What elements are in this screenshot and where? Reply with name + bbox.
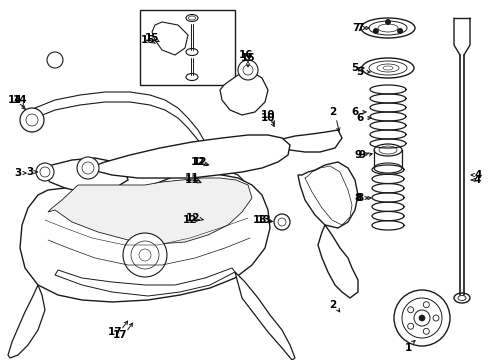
Text: 8: 8 [356,193,364,203]
Polygon shape [20,172,270,302]
Text: 2: 2 [329,300,337,310]
Circle shape [47,52,63,68]
Circle shape [209,159,227,177]
Ellipse shape [361,18,415,38]
Circle shape [208,218,212,222]
Text: 6: 6 [351,107,359,117]
Text: 9: 9 [359,150,366,160]
Circle shape [238,60,258,80]
Circle shape [216,166,220,170]
Text: 4: 4 [474,170,482,180]
Text: 10: 10 [261,113,275,123]
Text: 15: 15 [141,35,155,45]
Bar [140,10,235,85]
Polygon shape [8,285,45,358]
Polygon shape [78,135,290,178]
Circle shape [397,28,403,34]
Polygon shape [220,72,268,115]
Text: 8: 8 [354,193,362,203]
Circle shape [77,157,99,179]
Text: 2: 2 [329,107,337,117]
Text: 6: 6 [356,113,364,123]
Circle shape [20,108,44,132]
Circle shape [258,136,278,156]
Polygon shape [235,272,295,360]
Ellipse shape [186,14,198,22]
Ellipse shape [186,49,198,55]
Text: 7: 7 [356,23,364,33]
Ellipse shape [186,73,198,81]
Text: 7: 7 [352,23,360,33]
Text: 12: 12 [191,157,205,167]
Text: 16: 16 [239,50,253,60]
Text: 17: 17 [108,327,122,337]
Circle shape [419,315,425,321]
Polygon shape [298,162,358,228]
Text: 1: 1 [404,343,412,353]
Text: 16: 16 [241,53,255,63]
Polygon shape [265,130,342,152]
Polygon shape [195,170,248,198]
Text: 12: 12 [193,157,207,167]
Text: 14: 14 [13,95,27,105]
Circle shape [201,211,219,229]
Text: 13: 13 [253,215,267,225]
Text: 5: 5 [356,67,364,77]
Circle shape [394,290,450,346]
Ellipse shape [362,58,414,78]
Ellipse shape [454,293,470,303]
Text: 12: 12 [186,213,200,223]
Text: 5: 5 [351,63,359,73]
Circle shape [373,28,379,34]
Polygon shape [38,158,128,192]
Text: 12: 12 [183,215,197,225]
Circle shape [36,163,54,181]
Text: 11: 11 [185,173,199,183]
Text: 15: 15 [145,33,159,43]
Text: 11: 11 [185,175,199,185]
Text: 13: 13 [257,215,271,225]
Text: 17: 17 [113,330,127,340]
Circle shape [385,19,391,25]
Text: 10: 10 [261,110,275,120]
Polygon shape [55,268,235,296]
Text: 4: 4 [473,175,481,185]
Ellipse shape [374,144,402,156]
Polygon shape [48,178,252,244]
Ellipse shape [374,163,402,173]
Text: 3: 3 [14,168,22,178]
Polygon shape [28,92,205,152]
Text: 3: 3 [26,167,34,177]
Circle shape [274,214,290,230]
Polygon shape [318,225,358,298]
Polygon shape [152,22,188,55]
Text: 14: 14 [8,95,23,105]
Text: 9: 9 [354,150,362,160]
Circle shape [123,233,167,277]
